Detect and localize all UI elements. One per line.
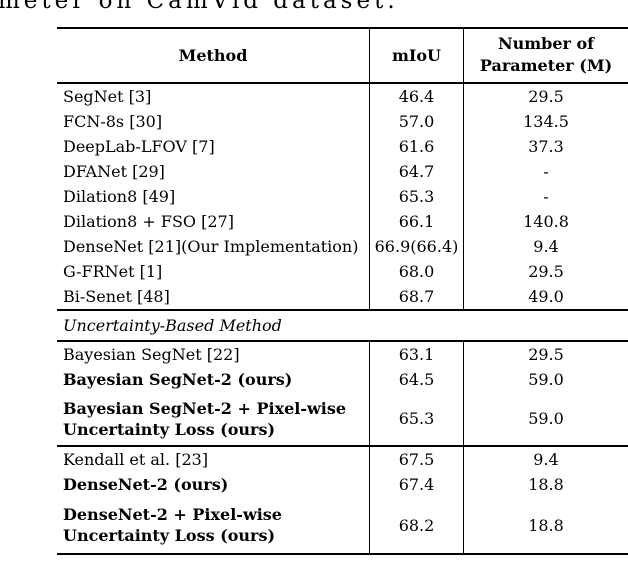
table-row: Bayesian SegNet [22] 63.1 29.5: [57, 342, 628, 367]
table-row: Bi-Senet [48] 68.7 49.0: [57, 284, 628, 309]
method-cell: Kendall et al. [23]: [63, 450, 209, 469]
table-header-row: Method mIoU Number of Parameter (M): [57, 29, 628, 82]
params-cell: 59.0: [463, 392, 628, 445]
miou-cell: 66.1: [369, 209, 463, 234]
miou-cell: 57.0: [369, 109, 463, 134]
miou-cell: 65.3: [369, 184, 463, 209]
table-row: G-FRNet [1] 68.0 29.5: [57, 259, 628, 284]
method-cell: G-FRNet [1]: [63, 262, 163, 281]
header-method: Method: [178, 46, 248, 65]
params-cell: -: [463, 184, 628, 209]
table-row: DenseNet [21](Our Implementation) 66.9(6…: [57, 234, 628, 259]
params-cell: -: [463, 159, 628, 184]
header-params-line2: Parameter (M): [479, 56, 613, 75]
miou-cell: 67.5: [369, 447, 463, 472]
header-bottom-rule: [57, 82, 628, 84]
miou-cell: 64.5: [369, 367, 463, 392]
header-params: Number of Parameter (M): [463, 29, 628, 82]
method-cell: SegNet [3]: [63, 87, 152, 106]
params-cell: 59.0: [463, 367, 628, 392]
miou-cell: 68.0: [369, 259, 463, 284]
table-row: DeepLab-LFOV [7] 61.6 37.3: [57, 134, 628, 159]
table-row: Bayesian SegNet-2 (ours) 64.5 59.0: [57, 367, 628, 392]
miou-cell: 46.4: [369, 84, 463, 109]
table-row: Kendall et al. [23] 67.5 9.4: [57, 447, 628, 472]
params-cell: 9.4: [463, 447, 628, 472]
method-cell: Bayesian SegNet [22]: [63, 345, 240, 364]
method-cell: Bi-Senet [48]: [63, 287, 170, 306]
params-cell: 29.5: [463, 342, 628, 367]
method-cell: DenseNet-2 + Pixel-wise Uncertainty Loss…: [57, 497, 369, 553]
method-cell: DenseNet-2 (ours): [63, 475, 229, 494]
params-cell: 140.8: [463, 209, 628, 234]
table-row: Bayesian SegNet-2 + Pixel-wise Uncertain…: [57, 392, 628, 445]
header-params-line1: Number of: [497, 34, 595, 53]
method-cell: DeepLab-LFOV [7]: [63, 137, 215, 156]
miou-cell: 64.7: [369, 159, 463, 184]
section-rule: [57, 340, 628, 342]
method-cell: Bayesian SegNet-2 (ours): [63, 370, 293, 389]
table-row: DenseNet-2 (ours) 67.4 18.8: [57, 472, 628, 497]
miou-cell: 65.3: [369, 392, 463, 445]
table-bottom-rule: [57, 553, 628, 555]
params-cell: 49.0: [463, 284, 628, 309]
miou-cell: 63.1: [369, 342, 463, 367]
caption-text-fragment: meter on CamVid dataset.: [0, 0, 399, 14]
params-cell: 18.8: [463, 472, 628, 497]
table-row: SegNet [3] 46.4 29.5: [57, 84, 628, 109]
section-rule: [57, 445, 628, 447]
params-cell: 9.4: [463, 234, 628, 259]
method-cell: Dilation8 [49]: [63, 187, 176, 206]
miou-cell: 67.4: [369, 472, 463, 497]
params-cell: 29.5: [463, 84, 628, 109]
table-row: Dilation8 [49] 65.3 -: [57, 184, 628, 209]
method-line1: DenseNet-2 + Pixel-wise: [63, 505, 282, 524]
params-cell: 29.5: [463, 259, 628, 284]
table-top-rule: [57, 27, 628, 29]
params-cell: 134.5: [463, 109, 628, 134]
method-cell: DenseNet [21](Our Implementation): [63, 237, 359, 256]
method-cell: DFANet [29]: [63, 162, 165, 181]
method-cell: Dilation8 + FSO [27]: [63, 212, 234, 231]
section-rule: [57, 309, 628, 311]
method-line2: Uncertainty Loss (ours): [63, 419, 276, 439]
header-miou: mIoU: [369, 29, 463, 82]
table-row: Dilation8 + FSO [27] 66.1 140.8: [57, 209, 628, 234]
miou-cell: 61.6: [369, 134, 463, 159]
results-table: Method mIoU Number of Parameter (M) SegN…: [57, 27, 628, 555]
miou-cell: 68.7: [369, 284, 463, 309]
method-line1: Bayesian SegNet-2 + Pixel-wise: [63, 398, 347, 418]
params-cell: 37.3: [463, 134, 628, 159]
table-row: DFANet [29] 64.7 -: [57, 159, 628, 184]
table-row: FCN-8s [30] 57.0 134.5: [57, 109, 628, 134]
table-row: DenseNet-2 + Pixel-wise Uncertainty Loss…: [57, 497, 628, 553]
params-cell: 18.8: [463, 497, 628, 553]
section-label: Uncertainty-Based Method: [63, 316, 282, 335]
method-cell: FCN-8s [30]: [63, 112, 163, 131]
method-line2: Uncertainty Loss (ours): [63, 526, 276, 545]
method-cell: Bayesian SegNet-2 + Pixel-wise Uncertain…: [57, 392, 369, 445]
miou-cell: 68.2: [369, 497, 463, 553]
miou-cell: 66.9(66.4): [369, 234, 463, 259]
